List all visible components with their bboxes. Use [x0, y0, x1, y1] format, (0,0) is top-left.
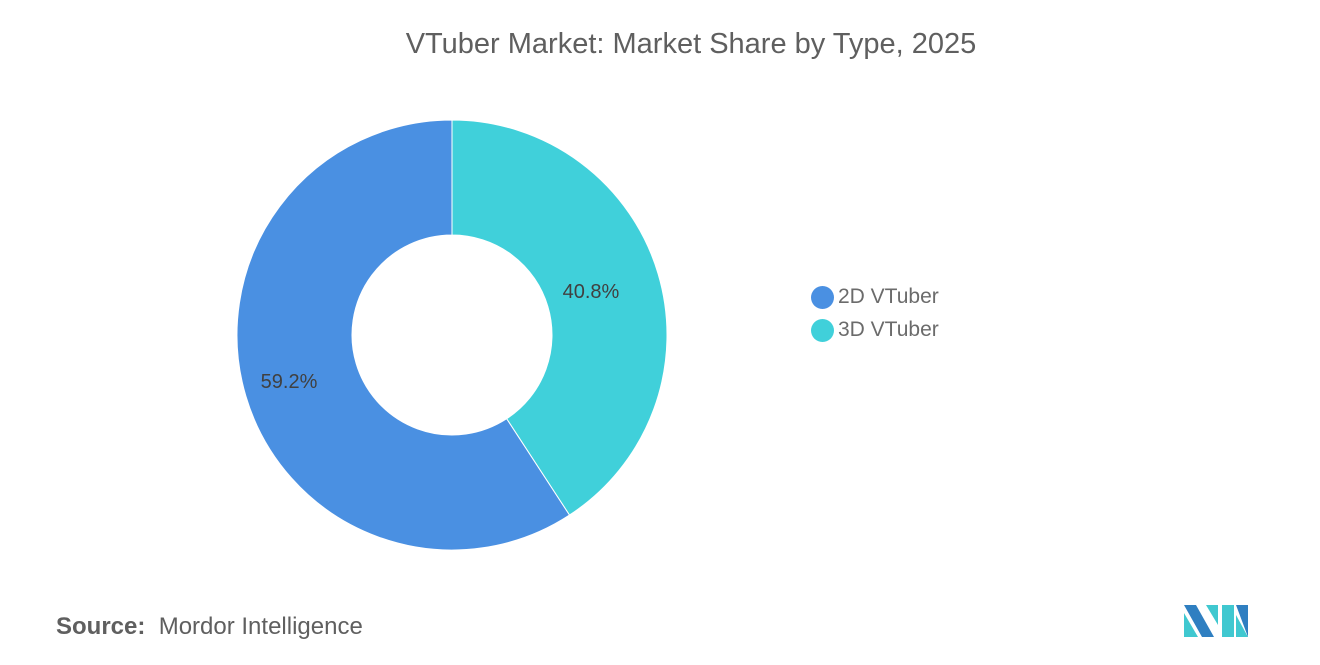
legend-swatch-2d	[811, 285, 834, 309]
slice-3d-vtuber	[451, 119, 668, 516]
legend-item-3d: 3D VTuber	[811, 318, 939, 342]
chart-title: VTuber Market: Market Share by Type, 202…	[405, 28, 977, 60]
data-label-2d-vtuber: 59.2%	[261, 371, 318, 393]
legend-label-3d: 3D VTuber	[838, 318, 939, 341]
source-label: Source:	[56, 613, 146, 640]
mordor-logo	[1184, 605, 1248, 637]
legend-label-2d: 2D VTuber	[838, 285, 939, 308]
legend-item-2d: 2D VTuber	[811, 285, 939, 309]
slice-2d-vtuber	[236, 119, 571, 551]
source-note: Source: Mordor Intelligence	[56, 613, 363, 641]
data-label-3d-vtuber: 40.8%	[563, 281, 620, 303]
legend-swatch-3d	[811, 318, 834, 342]
source-value: Mordor Intelligence	[158, 613, 363, 640]
